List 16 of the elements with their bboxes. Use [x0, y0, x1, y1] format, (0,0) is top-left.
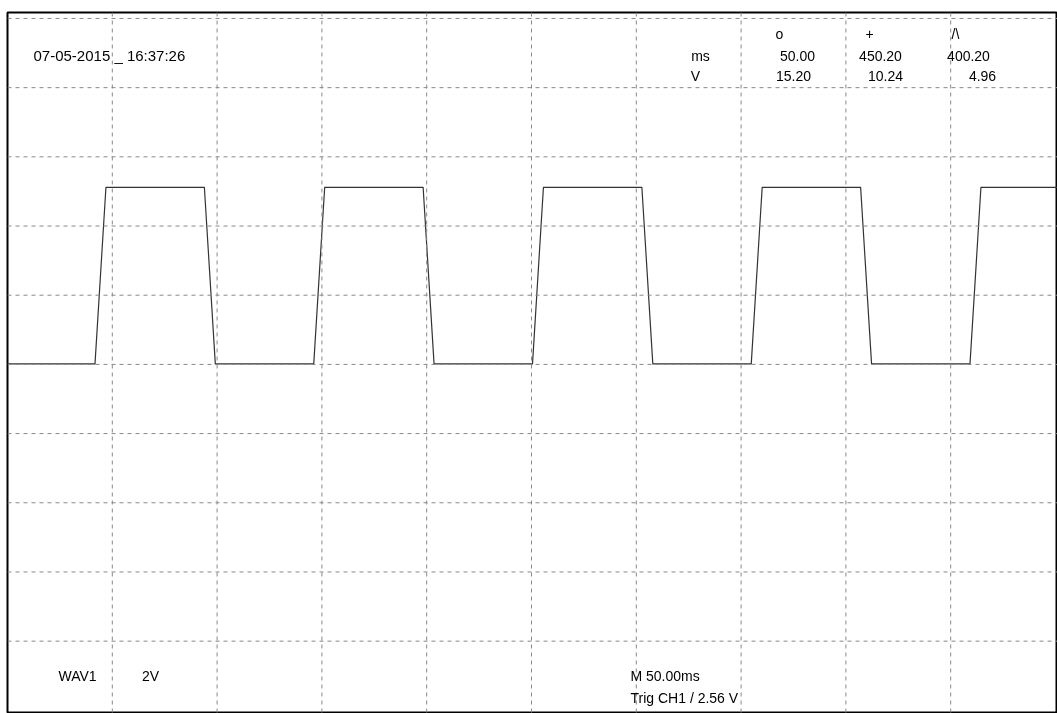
- text: Trig CH1 / 2.56 V: [630, 689, 739, 706]
- text: 400.20: [947, 47, 991, 64]
- text: 15.20: [775, 67, 812, 84]
- text: o: [775, 25, 784, 42]
- text: V: [690, 67, 701, 84]
- text: /\: [951, 25, 960, 42]
- text: 4.96: [968, 67, 997, 84]
- text: 450.20: [859, 47, 903, 64]
- text: M 50.00ms: [630, 667, 700, 684]
- text: WAV1: [58, 667, 97, 684]
- text: ms: [691, 47, 710, 64]
- text: 10.24: [867, 67, 904, 84]
- chart-title: 07-05-2015 _ 16:37:26: [33, 47, 186, 64]
- text: 2V: [141, 667, 160, 684]
- text: +: [865, 25, 874, 42]
- text: 50.00: [779, 47, 816, 64]
